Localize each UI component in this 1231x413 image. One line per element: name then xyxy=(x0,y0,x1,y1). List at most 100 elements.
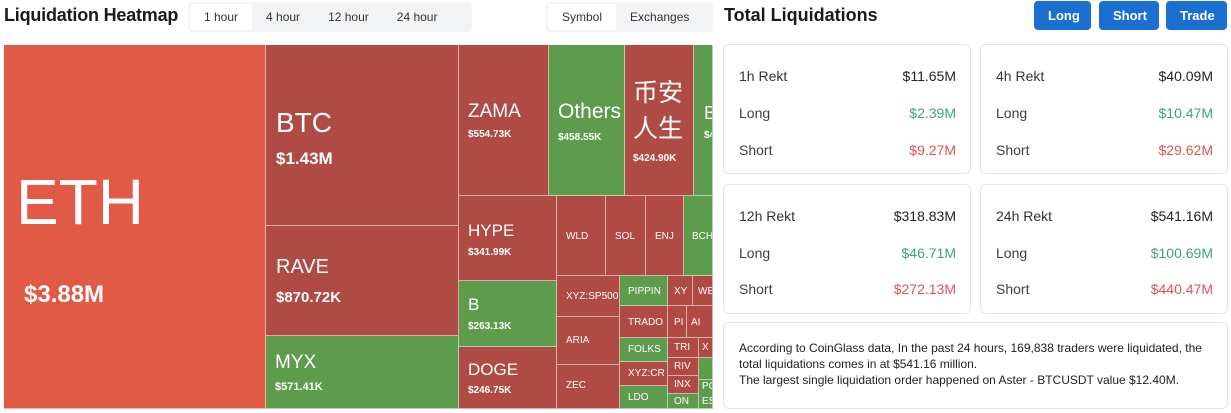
tile-symbol: BTC xyxy=(276,107,332,138)
tile-symbol: INX xyxy=(674,379,691,390)
tile-symbol: ARIA xyxy=(566,335,590,346)
card-short-value: $29.62M xyxy=(1158,142,1213,158)
card-period: 12h Rekt xyxy=(739,208,796,224)
tile-b[interactable]: B $263.13K xyxy=(459,281,557,347)
tile-pi[interactable]: PI xyxy=(668,306,687,338)
tile-b-partial[interactable]: B $4 xyxy=(694,45,713,196)
tile-we[interactable]: WE xyxy=(693,276,713,306)
tile-rave[interactable]: RAVE $870.72K xyxy=(266,226,459,336)
tile-symbol: PO xyxy=(702,381,712,392)
card-total: $541.16M xyxy=(1150,208,1213,224)
tile-es[interactable]: ES xyxy=(699,394,713,409)
long-button[interactable]: Long xyxy=(1034,1,1091,30)
card-short-value: $9.27M xyxy=(909,142,956,158)
tile-aria[interactable]: ARIA xyxy=(557,317,620,365)
card-short-label: Short xyxy=(739,142,773,158)
tile-value: $571.41K xyxy=(275,381,323,393)
card-total: $318.83M xyxy=(893,208,956,224)
tile-eth[interactable]: ETH $3.88M xyxy=(4,45,266,409)
tile-bch[interactable]: BCH xyxy=(684,196,713,276)
tile-btc[interactable]: BTC $1.43M xyxy=(266,45,459,226)
tile-symbol: ES xyxy=(702,396,712,407)
tile-hype[interactable]: HYPE $341.99K xyxy=(459,196,557,281)
tile-value: $246.75K xyxy=(468,385,512,396)
tile-symbol: TRADO xyxy=(628,317,663,328)
view-option-symbol[interactable]: Symbol xyxy=(548,4,617,30)
view-option-exchanges[interactable]: Exchanges xyxy=(630,10,690,24)
tile-symbol: B xyxy=(468,295,480,314)
card-long-value: $10.47M xyxy=(1158,105,1213,121)
card-total: $11.65M xyxy=(902,68,956,84)
tile-symbol: DOGE xyxy=(468,360,519,379)
tile-symbol: X xyxy=(702,342,709,353)
tile-folks[interactable]: FOLKS xyxy=(620,338,668,362)
tile-on[interactable]: ON xyxy=(668,394,699,409)
tile-xyz-cr[interactable]: XYZ:CR xyxy=(620,362,668,386)
time-range-selector: 1 hour 4 hour 12 hour 24 hour xyxy=(188,2,472,32)
tile-symbol: AI xyxy=(691,317,701,328)
time-option-12h[interactable]: 12 hour xyxy=(328,10,369,24)
card-long-value: $100.69M xyxy=(1150,245,1213,261)
tile-zec[interactable]: ZEC xyxy=(557,365,620,409)
tile-value: $341.99K xyxy=(468,247,512,258)
tile-value: $554.73K xyxy=(468,129,512,140)
rekt-card-12h: 12h Rekt $318.83M Long $46.71M Short $272.1… xyxy=(723,184,971,314)
tile-inx[interactable]: INX xyxy=(668,376,699,394)
tile-xyz-sp500[interactable]: XYZ:SP500 xyxy=(557,276,620,317)
tile-symbol: XYZ:CR xyxy=(628,368,665,379)
card-long-label: Long xyxy=(739,105,771,121)
tile-ldo[interactable]: LDO xyxy=(620,386,668,409)
tile-doge[interactable]: DOGE $246.75K xyxy=(459,347,557,409)
rekt-card-24h: 24h Rekt $541.16M Long $100.69M Short $440.… xyxy=(980,184,1228,314)
card-total: $40.09M xyxy=(1158,68,1213,84)
card-short-value: $440.47M xyxy=(1150,281,1213,297)
trade-button[interactable]: Trade xyxy=(1166,1,1227,30)
tile-value: $458.55K xyxy=(558,132,602,143)
tile-symbol: FOLKS xyxy=(628,344,661,355)
tile-others[interactable]: Others $458.55K xyxy=(549,45,625,196)
time-option-24h[interactable]: 24 hour xyxy=(396,10,438,24)
tile-wld[interactable]: WLD xyxy=(557,196,606,276)
largest-order-text: The largest single liquidation order hap… xyxy=(739,373,1180,387)
tile-symbol: PIPPIN xyxy=(628,286,661,297)
liquidation-summary: According to CoinGlass data, In the past… xyxy=(723,322,1228,409)
tile-sol[interactable]: SOL xyxy=(606,196,646,276)
tile-myx[interactable]: MYX $571.41K xyxy=(266,336,459,409)
tile-riv[interactable]: RIV xyxy=(668,358,699,376)
tile-symbol: WLD xyxy=(566,231,589,242)
card-long-label: Long xyxy=(996,105,1028,121)
tile-binance-life[interactable]: 币安人生 $424.90K xyxy=(625,45,694,196)
time-option-1h[interactable]: 1 hour xyxy=(190,4,253,30)
tile-symbol: TRI xyxy=(674,342,691,353)
card-period: 4h Rekt xyxy=(996,68,1045,84)
card-long-label: Long xyxy=(996,245,1028,261)
tile-symbol: RIV xyxy=(674,361,691,372)
time-option-4h[interactable]: 4 hour xyxy=(266,10,301,24)
tile-symbol: SOL xyxy=(615,231,636,242)
tile-symbol: ON xyxy=(674,396,689,407)
tile-value: $1.43M xyxy=(276,149,333,168)
card-short-label: Short xyxy=(996,281,1030,297)
tile-pippin[interactable]: PIPPIN xyxy=(620,276,668,306)
tile-li[interactable]: LI xyxy=(699,358,713,380)
tile-x[interactable]: X xyxy=(699,338,713,358)
tile-zama[interactable]: ZAMA $554.73K xyxy=(459,45,549,196)
tile-symbol: XYZ:SP500 xyxy=(566,291,619,302)
tile-symbol: BCH xyxy=(692,231,713,242)
short-button[interactable]: Short xyxy=(1099,1,1159,30)
tile-xy[interactable]: XY xyxy=(668,276,693,306)
tile-symbol: PI xyxy=(674,317,684,328)
tile-value: $870.72K xyxy=(276,289,342,306)
tile-ai[interactable]: AI xyxy=(687,306,713,338)
rekt-card-4h: 4h Rekt $40.09M Long $10.47M Short $29.62M xyxy=(980,44,1228,174)
tile-symbol: 币安人生 xyxy=(633,79,684,143)
card-period: 24h Rekt xyxy=(996,208,1053,224)
tile-symbol: RAVE xyxy=(276,256,329,278)
card-long-value: $2.39M xyxy=(909,105,956,121)
tile-tri[interactable]: TRI xyxy=(668,338,699,358)
liquidation-treemap: ETH $3.88M BTC $1.43M RAVE $870.72K MYX … xyxy=(4,45,713,409)
tile-value: $3.88M xyxy=(24,281,105,308)
tile-enj[interactable]: ENJ xyxy=(646,196,684,276)
tile-trado[interactable]: TRADO xyxy=(620,306,668,338)
tile-symbol: ZAMA xyxy=(468,101,521,122)
